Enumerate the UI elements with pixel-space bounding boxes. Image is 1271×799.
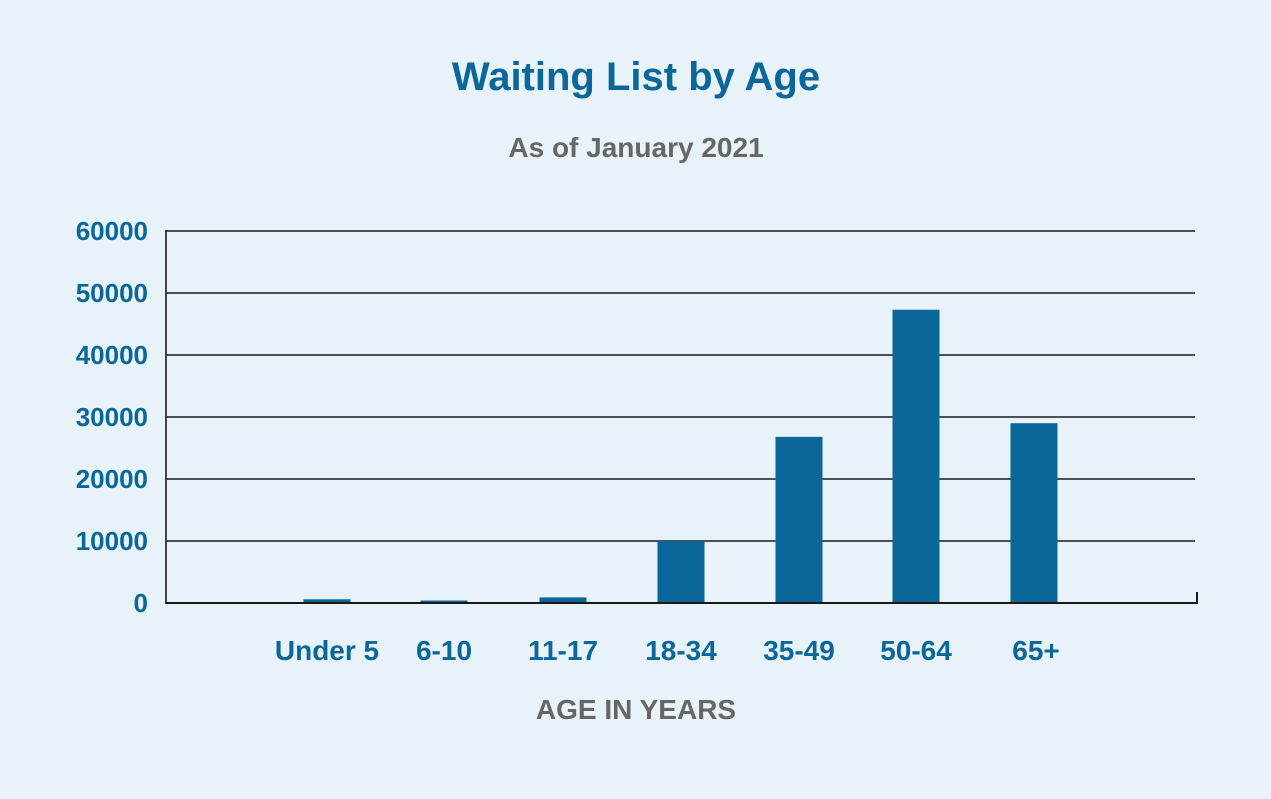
bars (303, 309, 1058, 603)
x-axis-ticks: Under 5 6-10 11-17 18-34 35-49 50-64 65+ (275, 635, 1060, 666)
y-axis-ticks: 0 10000 20000 30000 40000 50000 60000 (76, 216, 148, 618)
x-axis-label: AGE IN YEARS (536, 694, 736, 725)
y-tick-label: 30000 (76, 402, 148, 432)
x-tick-label: 65+ (1012, 635, 1060, 666)
x-tick-label: Under 5 (275, 635, 379, 666)
bar (420, 600, 468, 603)
bar (1010, 423, 1058, 603)
x-tick-label: 6-10 (416, 635, 472, 666)
x-tick-label: 50-64 (880, 635, 952, 666)
x-tick-label: 35-49 (763, 635, 835, 666)
y-tick-label: 0 (134, 588, 148, 618)
x-tick-label: 11-17 (528, 635, 598, 666)
x-tick-label: 18-34 (645, 635, 717, 666)
y-tick-label: 50000 (76, 278, 148, 308)
y-tick-label: 20000 (76, 464, 148, 494)
y-tick-label: 40000 (76, 340, 148, 370)
chart-title: Waiting List by Age (452, 55, 820, 99)
bar (657, 541, 705, 603)
bar (775, 436, 823, 603)
y-tick-label: 60000 (76, 216, 148, 246)
chart-subtitle: As of January 2021 (508, 132, 763, 163)
bar (539, 597, 587, 603)
y-tick-label: 10000 (76, 526, 148, 556)
bar (892, 309, 940, 603)
axes (165, 230, 1198, 604)
bar (303, 599, 351, 603)
